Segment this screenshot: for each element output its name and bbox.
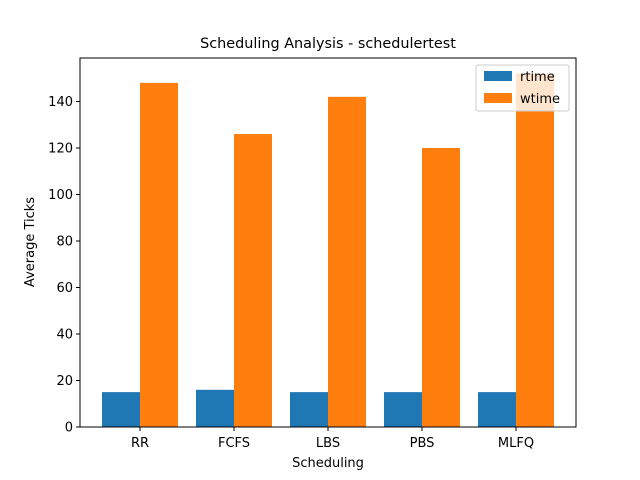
y-tick-label: 80 xyxy=(56,234,73,249)
y-axis: 0 20 40 60 80 100 120 140 xyxy=(48,95,80,436)
y-axis-label: Average Ticks xyxy=(23,197,38,287)
x-tick-label-lbs: LBS xyxy=(316,436,340,451)
bar-rtime-pbs xyxy=(384,392,422,427)
y-tick-label: 40 xyxy=(56,327,73,342)
y-tick-label: 120 xyxy=(48,141,73,156)
y-tick-label: 60 xyxy=(56,281,73,296)
bar-wtime-lbs xyxy=(328,96,366,427)
x-tick-label-pbs: PBS xyxy=(410,436,435,451)
bar-rtime-rr xyxy=(102,392,140,427)
y-tick-label: 20 xyxy=(56,374,73,389)
legend-label-rtime: rtime xyxy=(520,70,555,85)
bar-wtime-pbs xyxy=(422,147,460,428)
x-tick-label-fcfs: FCFS xyxy=(218,436,250,451)
x-axis-label: Scheduling xyxy=(292,456,364,471)
bars-group xyxy=(102,73,554,428)
bar-wtime-rr xyxy=(140,82,178,427)
legend: rtime wtime xyxy=(475,64,570,112)
y-tick-label: 100 xyxy=(48,188,73,203)
x-tick-label-mlfq: MLFQ xyxy=(498,436,534,451)
bar-rtime-lbs xyxy=(290,392,328,427)
legend-label-wtime: wtime xyxy=(520,92,560,107)
x-axis: RR FCFS LBS PBS MLFQ xyxy=(131,427,534,451)
bar-wtime-fcfs xyxy=(234,134,272,427)
y-tick-label: 0 xyxy=(65,421,73,436)
x-tick-label-rr: RR xyxy=(131,436,149,451)
bar-rtime-mlfq xyxy=(478,392,516,427)
plot-frame xyxy=(79,57,577,428)
bar-wtime-mlfq xyxy=(516,73,554,427)
chart-title: Scheduling Analysis - schedulertest xyxy=(200,36,456,52)
legend-swatch-rtime xyxy=(484,71,512,81)
y-tick-label: 140 xyxy=(48,95,73,110)
bar-rtime-fcfs xyxy=(196,389,234,427)
legend-swatch-wtime xyxy=(484,93,512,103)
